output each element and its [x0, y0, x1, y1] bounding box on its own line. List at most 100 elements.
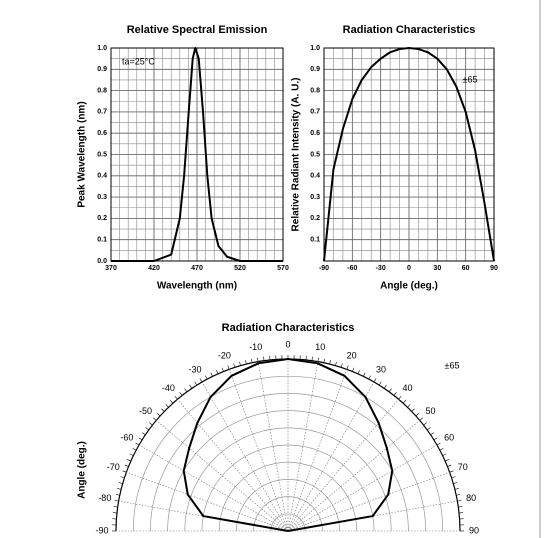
- angle-tick-label: 80: [466, 493, 476, 503]
- minor-tick: [170, 400, 174, 404]
- angle-tick-label: -50: [139, 406, 152, 416]
- minor-tick: [363, 372, 366, 377]
- grid-circle: [270, 513, 306, 532]
- minor-tick: [383, 384, 387, 389]
- minor-tick: [454, 488, 459, 490]
- grid-circle: [201, 444, 375, 532]
- plot-frame: [110, 47, 284, 262]
- minor-tick: [419, 417, 424, 421]
- chart-title: Radiation Characteristics: [343, 24, 476, 36]
- y-tick-label: 0.9: [310, 66, 320, 73]
- minor-tick: [393, 392, 397, 396]
- minor-tick: [442, 453, 447, 456]
- y-tick-label: 0.2: [97, 215, 107, 222]
- angle-tick-label: -80: [98, 493, 111, 503]
- annotation: ±65: [445, 360, 460, 370]
- chart-title: Radiation Characteristics: [222, 322, 355, 334]
- minor-tick: [120, 476, 125, 479]
- data-line: [111, 47, 283, 262]
- grid-circle: [218, 461, 358, 532]
- minor-tick: [329, 360, 331, 365]
- x-tick-label: 420: [148, 265, 160, 272]
- y-tick-label: 0.6: [97, 130, 107, 137]
- minor-tick: [117, 488, 122, 490]
- minor-tick: [433, 437, 438, 441]
- minor-tick: [340, 363, 343, 368]
- annotation: ±65: [463, 74, 478, 84]
- minor-tick: [127, 459, 131, 462]
- y-tick-label: 0.9: [97, 66, 107, 73]
- y-tick-label: 0.1: [310, 237, 320, 244]
- angle-tick-label: -20: [218, 351, 231, 361]
- radiation-curve: [182, 358, 394, 532]
- chart-title: Relative Spectral Emission: [127, 24, 268, 36]
- minor-tick: [402, 400, 406, 404]
- minor-tick: [122, 470, 127, 473]
- angle-tick-label: 70: [458, 462, 468, 472]
- minor-tick: [149, 422, 153, 426]
- y-tick-label: 0.7: [310, 109, 320, 116]
- data-line: [323, 47, 495, 262]
- y-tick-label: 0.6: [310, 130, 320, 137]
- minor-tick: [436, 442, 441, 446]
- x-tick-label: -90: [319, 265, 329, 272]
- minor-tick: [239, 361, 241, 366]
- y-tick-label: 0.4: [310, 173, 320, 180]
- minor-tick: [352, 367, 355, 372]
- y-tick-label: 1.0: [97, 45, 107, 52]
- minor-tick: [439, 448, 444, 451]
- x-tick-label: 370: [105, 265, 117, 272]
- angle-tick-label: 90: [469, 525, 479, 535]
- minor-tick: [415, 413, 419, 417]
- minor-tick: [451, 476, 456, 479]
- minor-tick: [257, 357, 259, 362]
- minor-tick: [132, 448, 137, 451]
- x-tick-label: -60: [347, 265, 357, 272]
- y-tick-label: 0.5: [310, 151, 320, 158]
- minor-tick: [221, 367, 224, 372]
- minor-tick: [373, 378, 377, 383]
- angle-tick-label: -60: [120, 432, 133, 442]
- minor-tick: [152, 417, 157, 421]
- minor-tick: [317, 357, 319, 362]
- x-tick-label: 470: [191, 265, 203, 272]
- x-tick-label: 520: [234, 265, 246, 272]
- minor-tick: [145, 427, 150, 431]
- x-tick-label: 90: [490, 265, 498, 272]
- minor-tick: [430, 432, 435, 436]
- minor-tick: [157, 413, 161, 417]
- angle-tick-label: -70: [107, 462, 120, 472]
- y-tick-label: 0.3: [97, 194, 107, 201]
- minor-tick: [445, 459, 449, 462]
- minor-tick: [118, 482, 123, 484]
- angle-tick-label: 0: [285, 339, 290, 349]
- x-axis-title: Wavelength (nm): [157, 281, 237, 292]
- minor-tick: [411, 408, 415, 412]
- angle-tick-label: 10: [315, 342, 325, 352]
- minor-tick: [194, 381, 198, 386]
- x-tick-label: -30: [376, 265, 386, 272]
- y-tick-label: 0.2: [310, 215, 320, 222]
- minor-tick: [449, 470, 454, 473]
- y-tick-label: 0.4: [97, 173, 107, 180]
- y-tick-label: 1.0: [310, 45, 320, 52]
- minor-tick: [457, 500, 462, 502]
- x-tick-label: 570: [277, 265, 289, 272]
- angle-tick-label: -90: [95, 525, 108, 535]
- minor-tick: [113, 506, 118, 508]
- minor-tick: [323, 358, 325, 363]
- minor-tick: [378, 381, 382, 386]
- minor-tick: [426, 427, 431, 431]
- minor-tick: [124, 464, 129, 467]
- y-axis-title: Relative Radiant Intensity (A. U.): [291, 78, 302, 232]
- minor-tick: [398, 395, 402, 400]
- minor-tick: [423, 422, 427, 426]
- angle-tick-label: 40: [403, 383, 413, 393]
- minor-tick: [129, 453, 134, 456]
- angle-tick-label: -40: [162, 383, 175, 393]
- minor-tick: [245, 360, 247, 365]
- minor-tick: [263, 356, 265, 361]
- y-tick-label: 0.1: [97, 237, 107, 244]
